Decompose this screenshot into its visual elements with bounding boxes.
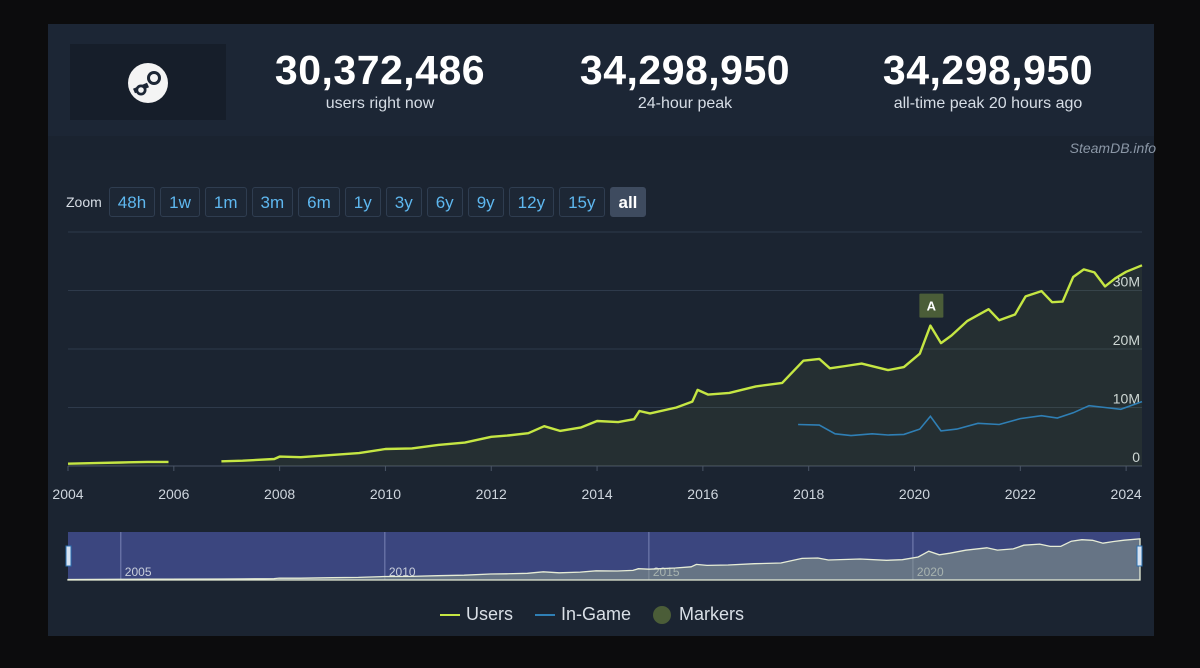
stat-label: all-time peak 20 hours ago [893,95,1083,112]
legend-label: Users [466,604,514,624]
ingame-line [798,400,1143,437]
marker-label: A [927,299,937,314]
zoom-button-12y[interactable]: 12y [508,187,555,217]
legend-label: Markers [679,604,745,624]
x-tick-label: 2008 [264,486,295,502]
attribution[interactable]: SteamDB.info [1069,140,1156,156]
navigator-tick-label: 2005 [125,565,152,579]
zoom-button-6m[interactable]: 6m [298,187,340,217]
zoom-button-3y[interactable]: 3y [385,187,422,217]
zoom-buttons: 48h 1w 1m 3m 6m 1y 3y 6y 9y 12y 15y all [108,187,652,217]
stats-bar [48,24,1154,136]
x-tick-label: 2022 [1005,486,1036,502]
stat-24h-peak: 34,298,950 24-hour peak [560,46,810,114]
zoom-button-1y[interactable]: 1y [344,187,381,217]
users-area [221,265,1142,466]
users-line [67,460,169,465]
y-tick-label: 0 [1132,449,1140,465]
stat-label: 24-hour peak [637,95,733,112]
x-tick-label: 2004 [52,486,83,502]
x-tick-label: 2016 [687,486,718,502]
users-line [221,264,1143,463]
navigator-series [67,538,1141,581]
marker-flag [919,293,944,318]
x-tick-label: 2012 [476,486,507,502]
legend-item-in-game[interactable]: In-Game [535,604,631,625]
x-tick-label: 2024 [1111,486,1142,502]
y-tick-label: 20M [1113,332,1140,348]
zoom-button-9y[interactable]: 9y [467,187,504,217]
y-tick-label: 30M [1113,274,1140,290]
zoom-bar: Zoom 48h 1w 1m 3m 6m 1y 3y 6y 9y 12y 15y all [66,186,651,218]
x-tick-label: 2006 [158,486,189,502]
y-tick-label: 10M [1113,391,1140,407]
stat-value: 34,298,950 [882,47,1094,93]
chart-legend: Users In-Game Markers [440,604,766,625]
navigator-tick-label: 2010 [389,565,416,579]
zoom-button-48h[interactable]: 48h [108,187,156,217]
x-tick-label: 2014 [581,486,612,502]
zoom-button-1m[interactable]: 1m [204,187,247,217]
steam-logo-icon [128,63,168,103]
zoom-button-1w[interactable]: 1w [160,187,200,217]
legend-swatch [440,613,460,616]
legend-swatch [653,605,672,624]
x-tick-label: 2018 [793,486,824,502]
legend-label: In-Game [561,604,632,624]
zoom-button-3m[interactable]: 3m [251,187,294,217]
stat-all-time-peak: 34,298,950 all-time peak 20 hours ago [863,46,1113,114]
x-tick-label: 2010 [370,486,401,502]
navigator-handle-right [1136,545,1143,567]
zoom-label: Zoom [66,194,102,210]
legend-swatch [535,613,556,616]
stat-value: 30,372,486 [274,47,486,93]
stat-label: users right now [325,95,435,112]
zoom-button-15y[interactable]: 15y [559,187,605,217]
stat-users-now: 30,372,486 users right now [255,46,505,114]
legend-item-users[interactable]: Users [440,604,513,625]
x-tick-label: 2020 [899,486,930,502]
navigator-handle-left [65,545,72,567]
zoom-button-6y[interactable]: 6y [426,187,463,217]
zoom-button-all[interactable]: all [609,187,647,217]
steam-logo-box [70,44,226,120]
legend-item-markers[interactable]: Markers [653,604,744,625]
stat-value: 34,298,950 [579,47,791,93]
